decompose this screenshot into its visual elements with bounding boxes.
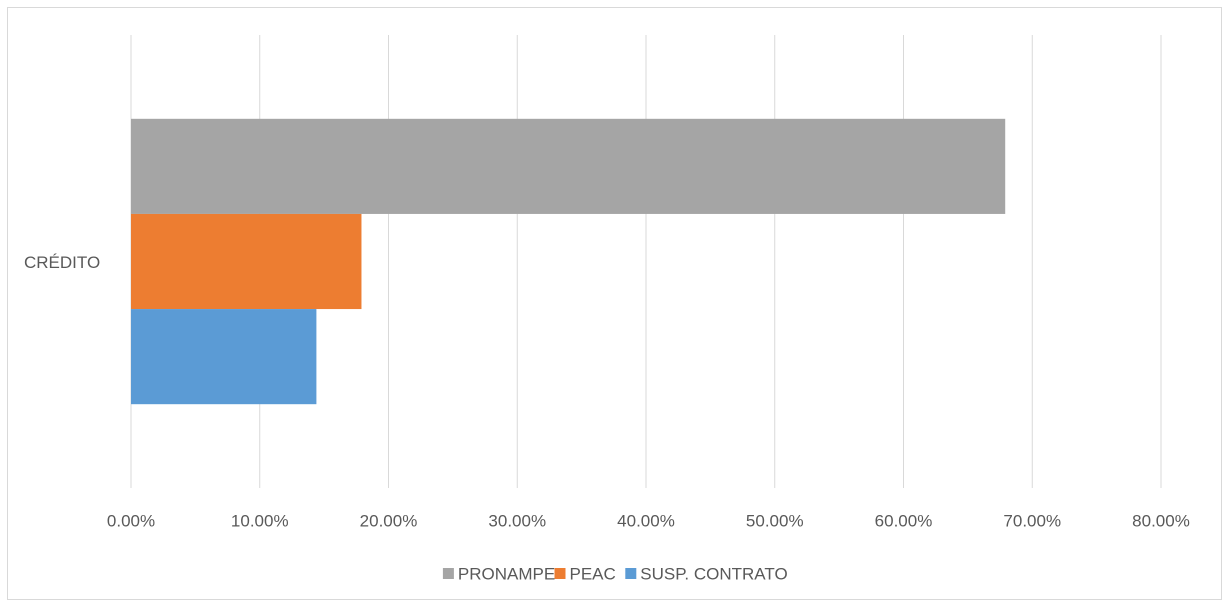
x-tick-label: 60.00% [875,511,933,530]
x-tick-label: 80.00% [1132,511,1190,530]
legend-label: PEAC [570,564,616,583]
bar [131,118,1006,214]
bar [131,309,317,405]
x-tick-label: 0.00% [107,511,155,530]
bar [131,213,362,310]
x-tick-label: 50.00% [746,511,804,530]
x-tick-label: 40.00% [617,511,675,530]
legend-label: SUSP. CONTRATO [640,564,787,583]
legend-swatch [554,568,566,579]
x-tick-label: 20.00% [360,511,418,530]
x-tick-label: 70.00% [1003,511,1061,530]
legend-label: PRONAMPE [458,564,555,583]
y-tick-label: CRÉDITO [24,253,100,272]
legend-swatch [625,568,637,579]
x-tick-label: 30.00% [488,511,546,530]
legend-swatch [442,568,454,579]
x-tick-label: 10.00% [231,511,289,530]
